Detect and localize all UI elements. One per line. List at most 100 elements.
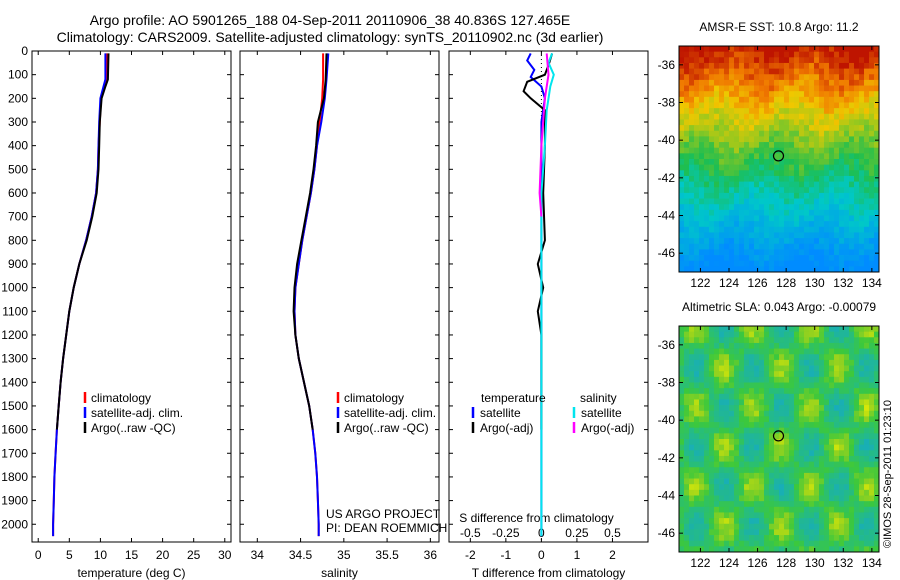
legend-entry: satellite	[581, 406, 622, 420]
x-tick-label: 130	[805, 276, 825, 290]
y-tick-label: -42	[658, 451, 676, 465]
figure-title-line1: Argo profile: AO 5901265_188 04-Sep-2011…	[89, 12, 571, 28]
x-tick-label: 130	[805, 556, 825, 570]
series-line-1	[522, 53, 554, 430]
y-tick-label: 700	[8, 210, 28, 224]
y-tick-label: 1500	[1, 399, 28, 413]
x-tick-label: 0	[538, 548, 545, 562]
x-tick-label: -1	[501, 548, 512, 562]
plot-frame	[239, 50, 440, 543]
series-line-2	[292, 53, 328, 430]
legend-entry: satellite-adj. clim.	[344, 406, 436, 420]
differences-panel: -2 -1 0 1 2-0.5 -0.25 0 0.25 0.5S difference fro…	[448, 50, 649, 580]
temperature-panel: 0100200300400500600700800900100011001200…	[1, 44, 231, 580]
y-tick-label: 1800	[1, 470, 28, 484]
sla-map-panel: 122 124 126 128 130 132 134 -36 -38 -40 -42 -44 -46 A…	[658, 300, 883, 570]
y-tick-label: -38	[658, 96, 676, 110]
x-tick-label: 5	[66, 548, 73, 562]
argo-location-marker	[772, 430, 785, 442]
y-tick-label: 1200	[1, 328, 28, 342]
y-tick-label: 2000	[1, 517, 28, 531]
legend-entry: Argo(..raw -QC)	[344, 421, 429, 435]
y-tick-label: -36	[658, 58, 676, 72]
y-tick-label: 1700	[1, 446, 28, 460]
legend-entry: Argo(..raw -QC)	[91, 421, 176, 435]
map-title: Altimetric SLA: 0.043 Argo: -0.00079	[682, 300, 876, 314]
x-tick-label: 15	[125, 548, 139, 562]
legend-entry: climatology	[344, 391, 404, 405]
x-tick-label: 30	[218, 548, 232, 562]
top-tick-label: 0.25	[565, 526, 589, 540]
x-tick-label: 35.5	[375, 548, 399, 562]
series-line-1	[293, 53, 330, 537]
x-tick-label: 122	[690, 556, 710, 570]
legend-entry: satellite	[480, 406, 521, 420]
top-axis-label: S difference from climatology	[459, 511, 614, 525]
y-tick-label: 500	[8, 162, 28, 176]
series-line-0	[293, 53, 325, 537]
x-tick-label: 20	[156, 548, 170, 562]
heatmap-cells	[679, 46, 880, 273]
y-tick-label: -46	[658, 526, 676, 540]
y-tick-label: 200	[8, 91, 28, 105]
y-tick-label: 600	[8, 186, 28, 200]
y-tick-label: 800	[8, 233, 28, 247]
heatmap-cells	[679, 326, 880, 553]
legend-entry: Argo(-adj)	[581, 421, 634, 435]
x-tick-label: 134	[862, 276, 882, 290]
x-tick-label: 124	[719, 276, 739, 290]
y-tick-label: -46	[658, 246, 676, 260]
y-tick-label: 1600	[1, 423, 28, 437]
salinity-panel: 34 34.5 35 35.5 36 salinity	[239, 50, 440, 580]
x-tick-label: 126	[748, 556, 768, 570]
figure-title-line2: Climatology: CARS2009. Satellite-adjuste…	[56, 29, 604, 45]
legend-entry: Argo(-adj)	[480, 421, 533, 435]
top-tick-label: -0.25	[492, 526, 520, 540]
x-tick-label: 128	[776, 556, 796, 570]
sst-map-panel: 122 124 126 128 130 132 134 -36 -38 -40 -42 -44 -46 A…	[658, 20, 883, 290]
x-tick-label: 25	[187, 548, 201, 562]
x-axis-label: temperature (deg C)	[77, 566, 185, 580]
y-tick-label: 1300	[1, 352, 28, 366]
x-tick-label: 2	[609, 548, 616, 562]
x-tick-label: 132	[833, 276, 853, 290]
y-tick-label: -36	[658, 338, 676, 352]
y-tick-label: 0	[21, 44, 28, 58]
y-tick-label: 1100	[2, 304, 28, 318]
x-tick-label: 124	[719, 556, 739, 570]
x-tick-label: 36	[424, 548, 438, 562]
plot-frame	[31, 50, 232, 543]
series-line-3	[538, 53, 550, 217]
x-tick-label: 10	[94, 548, 108, 562]
x-tick-label: -2	[465, 548, 476, 562]
imos-timestamp: ©IMOS 28-Sep-2011 01:23:10	[882, 400, 894, 548]
y-tick-label: 300	[8, 115, 28, 129]
y-tick-label: 900	[8, 257, 28, 271]
map-frame	[678, 45, 880, 273]
y-tick-label: 400	[8, 139, 28, 153]
x-tick-label: 0	[35, 548, 42, 562]
legend-header-salinity: salinity	[580, 391, 617, 405]
x-axis-label: salinity	[321, 566, 358, 580]
series-line-1	[52, 53, 107, 537]
project-annotation: US ARGO PROJECT	[326, 507, 441, 521]
argo-location-marker	[772, 150, 785, 162]
plot-frame	[448, 50, 649, 543]
top-tick-label: 0.5	[604, 526, 621, 540]
x-axis-label: T difference from climatology	[472, 566, 626, 580]
legend-entry: satellite-adj. clim.	[91, 406, 183, 420]
x-tick-label: 126	[748, 276, 768, 290]
map-frame	[678, 325, 880, 553]
series-line-2	[55, 53, 110, 430]
project-annotation: PI: DEAN ROEMMICH	[326, 521, 447, 535]
map-title: AMSR-E SST: 10.8 Argo: 11.2	[699, 20, 859, 34]
y-tick-label: -44	[658, 209, 676, 223]
x-tick-label: 34	[251, 548, 265, 562]
x-tick-label: 134	[862, 556, 882, 570]
y-tick-label: -40	[658, 413, 676, 427]
legend-header-temperature: temperature	[481, 391, 546, 405]
y-tick-label: -44	[658, 489, 676, 503]
